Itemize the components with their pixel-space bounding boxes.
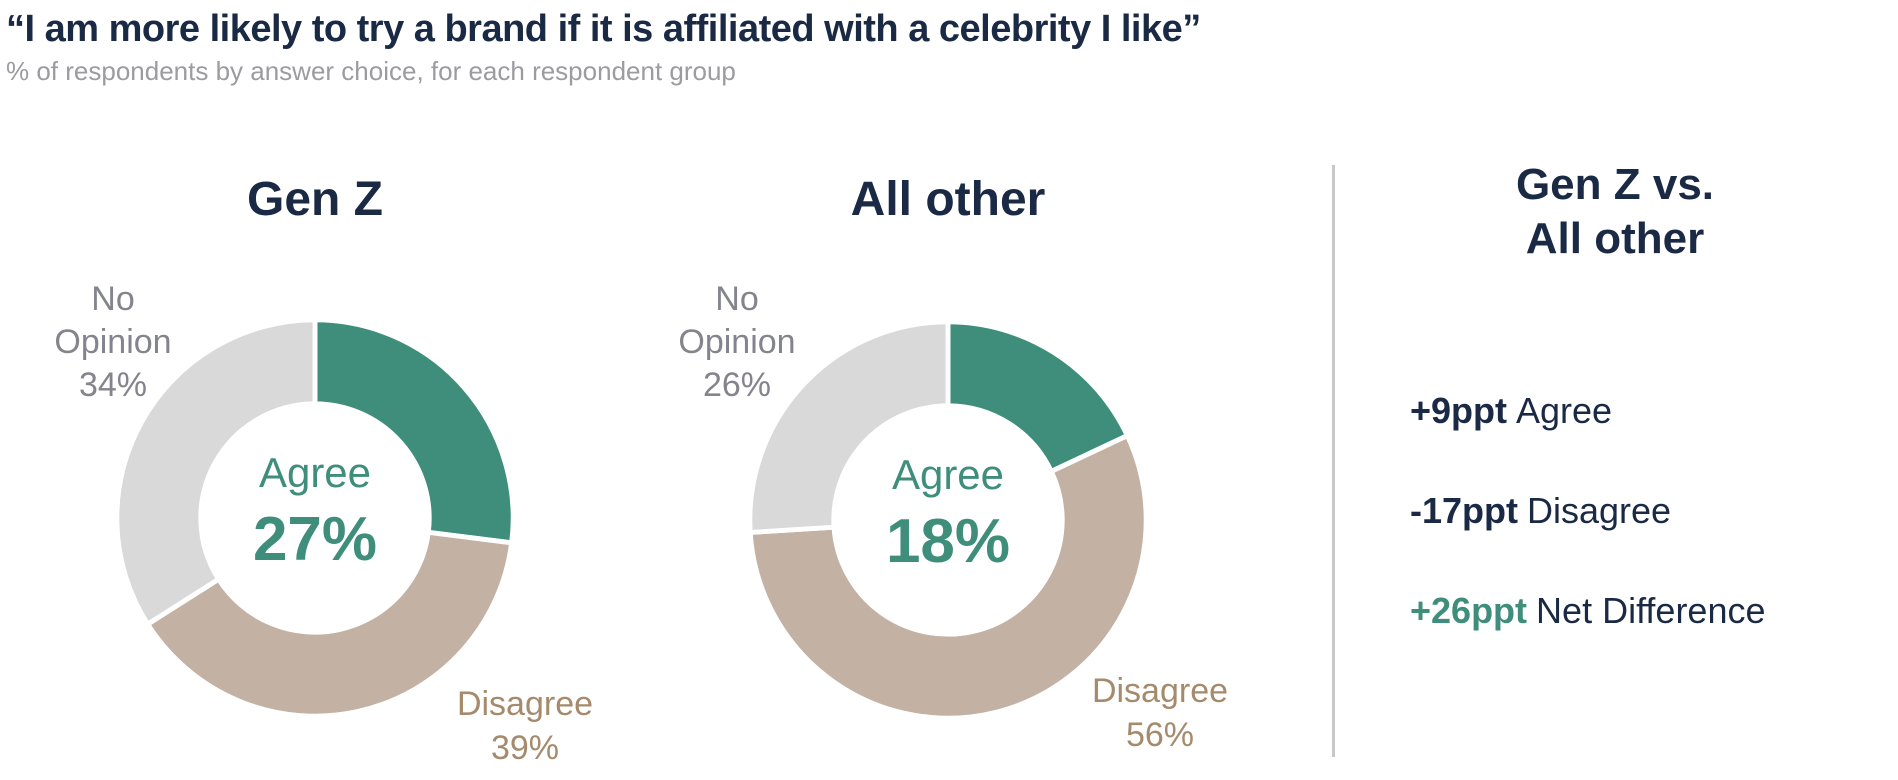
center-value-genz: 27% xyxy=(252,505,378,574)
donut-slice-no-opinion xyxy=(114,317,318,628)
stat-disagree-label: Disagree xyxy=(1527,490,1672,531)
donut-chart-all-other xyxy=(747,319,1149,721)
label-line: Opinion xyxy=(54,323,172,361)
label-line: No xyxy=(91,280,135,318)
donut-chart-genz xyxy=(114,317,516,719)
label-no-opinion-genz: No Opinion 34% xyxy=(3,278,223,407)
page-subtitle: % of respondents by answer choice, for e… xyxy=(6,56,736,86)
donut-title-all-other: All other xyxy=(850,173,1046,226)
center-label-all-other: Agree xyxy=(891,451,1005,498)
comparison-title: Gen Z vs. All other xyxy=(1413,158,1817,266)
center-label-genz: Agree xyxy=(258,449,372,496)
donut-slice-agree xyxy=(312,317,516,546)
stat-disagree-value: -17ppt xyxy=(1410,490,1518,531)
label-disagree-genz: Disagree 39% xyxy=(415,682,635,770)
comparison-title-line1: Gen Z vs. xyxy=(1515,160,1715,209)
donut-title-genz: Gen Z xyxy=(246,173,383,226)
label-disagree-all-other: Disagree 56% xyxy=(1050,669,1270,757)
divider-line xyxy=(1332,165,1335,757)
donut-slice-disagree xyxy=(144,529,515,719)
donut-slice-disagree xyxy=(747,432,1149,721)
stat-net-difference-value: +26ppt xyxy=(1410,590,1528,631)
stat-net-difference-label: Net Difference xyxy=(1536,590,1766,631)
center-value-all-other: 18% xyxy=(885,507,1011,576)
stat-agree-label: Agree xyxy=(1516,390,1613,431)
label-line: 56% xyxy=(1125,716,1195,754)
donut-slice-agree xyxy=(945,319,1131,475)
label-line: Disagree xyxy=(1091,672,1229,710)
stat-disagree: -17ppt Disagree xyxy=(1410,490,1671,532)
comparison-title-line2: All other xyxy=(1525,214,1705,263)
label-line: 34% xyxy=(78,366,148,404)
stat-agree: +9ppt Agree xyxy=(1410,390,1612,432)
donut-slice-no-opinion xyxy=(747,319,951,536)
label-no-opinion-all-other: No Opinion 26% xyxy=(627,278,847,407)
stat-net-difference: +26ppt Net Difference xyxy=(1410,590,1766,632)
stat-agree-value: +9ppt xyxy=(1410,390,1508,431)
label-line: 26% xyxy=(702,366,772,404)
label-line: Opinion xyxy=(678,323,796,361)
label-line: Disagree xyxy=(456,685,594,723)
label-line: No xyxy=(715,280,759,318)
page-title: “I am more likely to try a brand if it i… xyxy=(6,8,1201,50)
label-line: 39% xyxy=(490,729,560,767)
